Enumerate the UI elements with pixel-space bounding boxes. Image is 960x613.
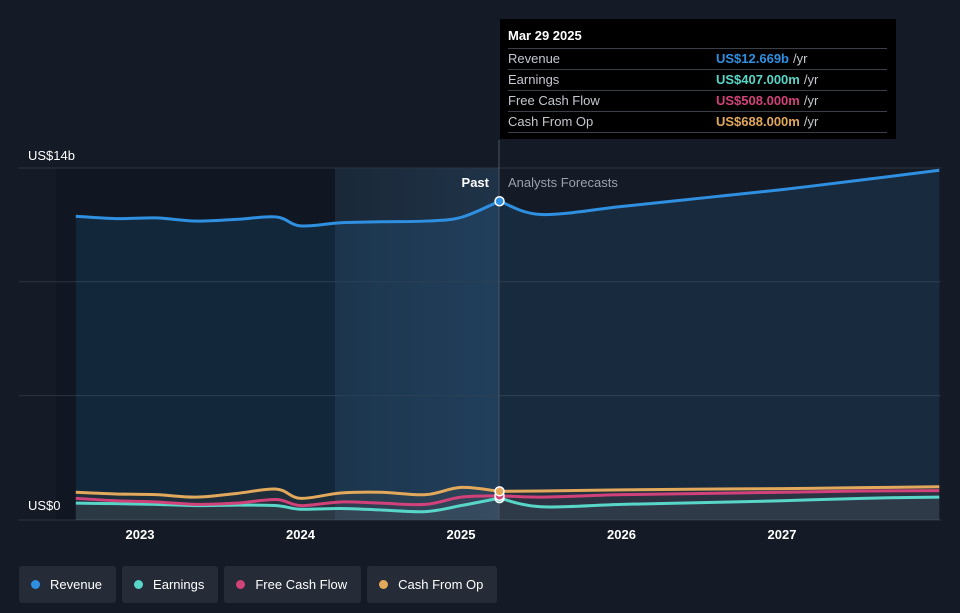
tooltip-row-cash-from-op: Cash From Op US$688.000m/yr	[508, 112, 887, 133]
x-tick-2023: 2023	[126, 527, 155, 542]
legend-item-revenue[interactable]: Revenue	[19, 566, 117, 603]
series-lines	[75, 168, 940, 514]
legend: Revenue Earnings Free Cash Flow Cash From O…	[19, 566, 498, 603]
cash-from-op-marker	[494, 486, 505, 497]
free-cash-flow-line-forecast	[499, 489, 940, 499]
cash-from-op-area	[75, 486, 940, 520]
revenue-line-forecast	[498, 168, 940, 217]
cash-from-op-line-past	[75, 485, 500, 500]
tooltip-label-earnings: Earnings	[508, 72, 560, 87]
tooltip-label-free-cash-flow: Free Cash Flow	[508, 93, 600, 108]
legend-item-cash-from-op[interactable]: Cash From Op	[367, 566, 498, 603]
legend-dot-icon	[379, 580, 389, 589]
area-fills	[75, 170, 940, 521]
earnings-line-past	[75, 496, 500, 514]
past-region-background	[56, 168, 499, 520]
tooltip-unit-cash-from-op: /yr	[803, 114, 819, 129]
tooltip-date: Mar 29 2025	[508, 28, 887, 49]
forecast-label: Analysts Forecasts	[508, 175, 618, 190]
y-label-top: US$14b	[28, 148, 75, 163]
free-cash-flow-line-past	[75, 494, 500, 508]
tooltip-row-free-cash-flow: Free Cash Flow US$508.000m/yr	[508, 91, 887, 112]
x-axis-ticks: 2023 2024 2025 2026 2027	[126, 527, 797, 542]
x-tick-2027: 2027	[768, 527, 797, 542]
revenue-area	[75, 170, 940, 521]
legend-item-free-cash-flow[interactable]: Free Cash Flow	[224, 566, 362, 603]
tooltip-value-earnings: US$407.000m	[716, 72, 800, 87]
y-label-bottom: US$0	[28, 498, 61, 513]
x-tick-2026: 2026	[607, 527, 636, 542]
legend-label: Free Cash Flow	[255, 577, 348, 592]
x-tick-2024: 2024	[286, 527, 316, 542]
cash-from-op-line-forecast	[499, 485, 940, 493]
revenue-marker	[494, 195, 505, 207]
legend-item-earnings[interactable]: Earnings	[122, 566, 219, 603]
tooltip-value-revenue: US$12.669b	[716, 51, 789, 66]
tooltip-label-revenue: Revenue	[508, 51, 561, 66]
legend-label: Cash From Op	[398, 577, 484, 592]
tooltip-unit-revenue: /yr	[793, 51, 808, 66]
series-markers	[494, 195, 505, 504]
tooltip-value-cash-from-op: US$688.000m	[716, 114, 800, 129]
tooltip-row-earnings: Earnings US$407.000m/yr	[508, 70, 887, 91]
revenue-line-past	[75, 199, 501, 228]
tooltip: Mar 29 2025 Revenue US$12.669b/yr Earnings…	[500, 19, 896, 139]
legend-dot-icon	[134, 580, 144, 589]
free-cash-flow-area	[75, 490, 940, 520]
tooltip-label-cash-from-op: Cash From Op	[508, 114, 594, 129]
grid-lines	[19, 167, 941, 521]
tooltip-unit-free-cash-flow: /yr	[803, 93, 819, 108]
tooltip-unit-earnings: /yr	[803, 72, 819, 87]
tooltip-value-free-cash-flow: US$508.000m	[716, 93, 800, 108]
legend-label: Revenue	[50, 577, 103, 592]
legend-dot-icon	[236, 580, 246, 589]
earnings-line-forecast	[499, 495, 940, 509]
legend-label: Earnings	[153, 577, 205, 592]
past-label: Past	[462, 175, 490, 190]
tooltip-row-revenue: Revenue US$12.669b/yr	[508, 49, 887, 70]
x-tick-2025: 2025	[447, 527, 476, 542]
legend-dot-icon	[31, 580, 40, 589]
